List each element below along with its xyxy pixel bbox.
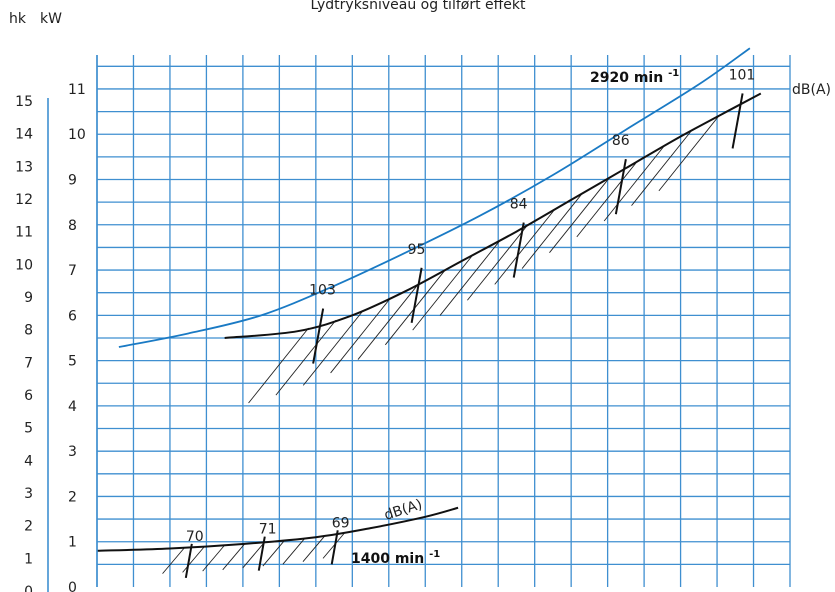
- noise-marker-tick: [312, 308, 325, 364]
- hk-tick-label: 2: [24, 519, 33, 535]
- hk-tick-label: 10: [15, 257, 33, 273]
- chart-title: Lydtryksniveau og tilført effekt: [310, 0, 526, 13]
- hk-tick-label: 15: [15, 94, 33, 110]
- superscript: -1: [668, 68, 679, 79]
- kw-tick-label: 9: [68, 173, 77, 189]
- noise-marker-tick: [512, 222, 525, 278]
- hatch-line: [275, 319, 337, 396]
- series-2920-dba-line: [224, 92, 762, 339]
- speed-high-label: 2920 min -1: [590, 68, 679, 86]
- hk-tick-label: 4: [24, 453, 33, 469]
- kw-tick-label: 4: [68, 399, 77, 415]
- noise-marker-tick: [614, 158, 627, 215]
- hatch-line: [262, 539, 286, 567]
- kw-tick-label: 6: [68, 308, 77, 324]
- hatch-line: [521, 193, 583, 269]
- noise-marker-tick: [330, 530, 339, 565]
- hk-tick-label: 12: [15, 192, 33, 208]
- hatch-line: [182, 546, 205, 573]
- noise-marker-label: 70: [186, 529, 204, 545]
- noise-marker-label: 71: [259, 522, 277, 538]
- annotations: 2920 min -1 dB(A) 1400 min -1 dB(A): [351, 68, 831, 567]
- hatch-line: [322, 532, 346, 559]
- hatch-line: [302, 535, 326, 562]
- noise-markers: 103 95 84 86 101 70 71 69: [184, 67, 756, 579]
- hatch-line: [282, 537, 306, 565]
- hatch-line: [357, 284, 419, 360]
- hatch-line: [302, 310, 364, 386]
- kw-tick-label: 11: [68, 82, 86, 98]
- noise-marker-label: 86: [612, 133, 630, 149]
- noise-marker-tick: [731, 93, 744, 149]
- speed-low-text: 1400 min: [351, 551, 424, 567]
- kw-axis-label: kW: [40, 11, 62, 27]
- hatch-line: [162, 547, 185, 574]
- hatch-line: [658, 115, 720, 192]
- hk-tick-label: 13: [15, 159, 33, 175]
- kw-tick-label: 0: [68, 580, 77, 592]
- noise-marker-label: 101: [729, 67, 756, 83]
- speed-high-text: 2920 min: [590, 70, 663, 86]
- series-2920-power-line: [118, 47, 751, 348]
- kw-tick-label: 8: [68, 218, 77, 234]
- noise-marker-label: 103: [309, 283, 336, 299]
- kw-tick-label: 3: [68, 444, 77, 460]
- series-1400-line: [96, 506, 459, 552]
- superscript: -1: [429, 549, 440, 560]
- hk-axis-label: hk: [9, 11, 27, 27]
- noise-marker-label: 69: [332, 515, 350, 531]
- hk-tick-label: 5: [24, 421, 33, 437]
- hatch-line: [494, 209, 556, 285]
- hatch-line: [248, 327, 309, 404]
- hatch-line: [439, 240, 501, 316]
- noise-marker-tick: [410, 267, 423, 323]
- dba-high-label: dB(A): [792, 82, 831, 98]
- kw-tick-label: 1: [68, 535, 77, 551]
- hatch-line: [202, 544, 226, 572]
- noise-marker-tick: [184, 543, 193, 579]
- speed-low-label: 1400 min -1: [351, 549, 440, 567]
- hatch-line: [549, 177, 610, 253]
- kw-tick-label: 7: [68, 263, 77, 279]
- kw-tick-label: 5: [68, 354, 77, 370]
- hk-tick-label: 11: [15, 225, 33, 241]
- hatch-line: [242, 541, 266, 569]
- hk-tick-label: 9: [24, 290, 33, 306]
- series-lines: [96, 47, 762, 552]
- hatch-line: [603, 145, 665, 222]
- hk-tick-label: 0: [24, 584, 33, 592]
- hk-tick-label: 14: [15, 127, 33, 143]
- hk-tick-label: 6: [24, 388, 33, 404]
- hatch-line: [222, 543, 246, 571]
- hatch-line: [576, 161, 638, 238]
- noise-marker-label: 84: [510, 197, 528, 213]
- hatch-line: [330, 297, 391, 374]
- kw-tick-label: 10: [68, 127, 86, 143]
- operating-area-hatching: [162, 115, 720, 574]
- hk-tick-label: 7: [24, 355, 33, 371]
- hatch-line: [631, 130, 692, 206]
- hk-tick-label: 3: [24, 486, 33, 502]
- hk-tick-label: 1: [24, 551, 33, 567]
- kw-tick-label: 2: [68, 489, 77, 505]
- hatch-line: [412, 254, 474, 331]
- noise-marker-label: 95: [408, 242, 426, 258]
- noise-marker-tick: [257, 536, 266, 571]
- hatch-line: [467, 224, 528, 301]
- grid: [96, 55, 791, 587]
- hk-tick-label: 8: [24, 323, 33, 339]
